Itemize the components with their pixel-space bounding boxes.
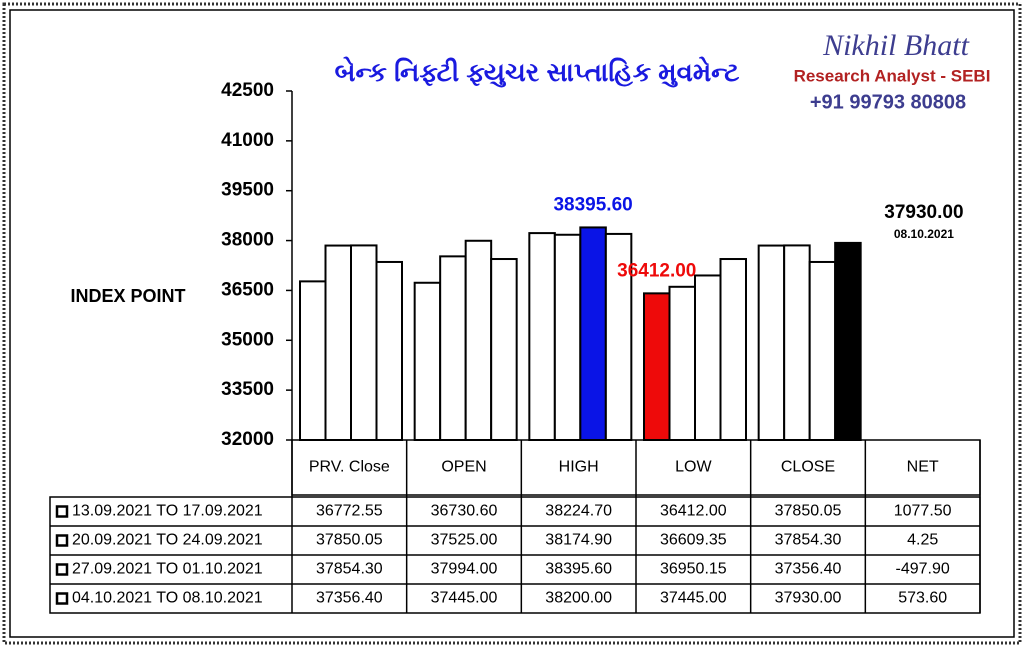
legend-label: 04.10.2021 TO 08.10.2021	[72, 590, 263, 607]
y-tick-label: 36500	[221, 279, 274, 300]
bar	[834, 241, 862, 441]
table-cell: 37850.05	[775, 503, 842, 520]
value-label: 37930.00	[884, 202, 963, 223]
table-cell: 38224.70	[545, 503, 612, 520]
phone: +91 99793 80808	[810, 91, 966, 113]
value-note: 08.10.2021	[894, 227, 954, 241]
legend-key	[55, 563, 69, 576]
y-axis-label: INDEX POINT	[70, 286, 185, 306]
table-cell: 37525.00	[431, 532, 498, 549]
bar	[375, 260, 403, 441]
bar	[528, 232, 556, 441]
y-tick-label: 32000	[221, 429, 274, 450]
inner-border	[9, 9, 1015, 638]
table-cell: 37930.00	[775, 590, 842, 607]
x-tick-label: NET	[907, 459, 939, 476]
bar	[350, 244, 378, 441]
x-tick-label: CLOSE	[781, 459, 835, 476]
table-cell: 36730.60	[431, 503, 498, 520]
y-tick-label: 38000	[221, 230, 274, 251]
y-tick-label: 39500	[221, 180, 274, 201]
table-cell: 38174.90	[545, 532, 612, 549]
table-cell: 37850.05	[316, 532, 383, 549]
legend-key	[55, 534, 69, 547]
table-cell: 37445.00	[660, 590, 727, 607]
table-cell: 36772.55	[316, 503, 383, 520]
legend-key	[55, 505, 69, 518]
table-cell: 37445.00	[431, 590, 498, 607]
bar	[299, 280, 327, 442]
legend-label: 13.09.2021 TO 17.09.2021	[72, 503, 263, 520]
bar	[757, 244, 786, 441]
legend-label: 20.09.2021 TO 24.09.2021	[72, 532, 263, 549]
x-tick-label: PRV. Close	[309, 459, 390, 476]
table-cell: 37854.30	[775, 532, 842, 549]
x-tick-label: OPEN	[441, 459, 486, 476]
y-tick-label: 42500	[221, 80, 274, 101]
bar	[439, 255, 467, 441]
bar	[643, 292, 671, 441]
bar	[553, 233, 582, 441]
table-cell: 36950.15	[660, 561, 727, 578]
table-cell: 1077.50	[894, 503, 952, 520]
bar	[694, 274, 722, 441]
brand: Nikhil Bhatt	[822, 29, 969, 62]
bar	[490, 258, 518, 442]
bar	[604, 232, 633, 441]
table-cell: 36609.35	[660, 532, 727, 549]
table-cell: 37994.00	[431, 561, 498, 578]
bar	[324, 244, 352, 441]
value-label: 36412.00	[617, 260, 696, 281]
x-tick-label: HIGH	[559, 459, 599, 476]
bar	[579, 226, 607, 441]
chart-title: બેન્ક નિફ્ટી ફ્યુચર સાપ્તાહિક મુવમેન્ટ	[335, 57, 740, 89]
table-cell: 4.25	[907, 532, 938, 549]
bar	[808, 260, 837, 441]
table-cell: 37356.40	[316, 590, 383, 607]
table-cell: 36412.00	[660, 503, 727, 520]
legend-label: 27.09.2021 TO 01.10.2021	[72, 561, 263, 578]
y-tick-label: 41000	[221, 130, 274, 151]
subtitle: Research Analyst - SEBI	[794, 66, 991, 85]
bar	[413, 281, 442, 441]
bar	[783, 244, 811, 441]
table-cell: 37854.30	[316, 561, 383, 578]
value-label: 38395.60	[553, 194, 632, 215]
y-tick-label: 33500	[221, 379, 274, 400]
table-cell: 573.60	[898, 590, 947, 607]
table-cell: 38200.00	[545, 590, 612, 607]
legend-key	[55, 592, 69, 605]
table-cell: -497.90	[896, 561, 950, 578]
x-tick-label: LOW	[675, 459, 712, 476]
bar	[719, 258, 747, 442]
table-cell: 38395.60	[545, 561, 612, 578]
table-cell: 37356.40	[775, 561, 842, 578]
bar	[668, 285, 696, 441]
bar	[464, 239, 493, 441]
y-tick-label: 35000	[221, 329, 274, 350]
